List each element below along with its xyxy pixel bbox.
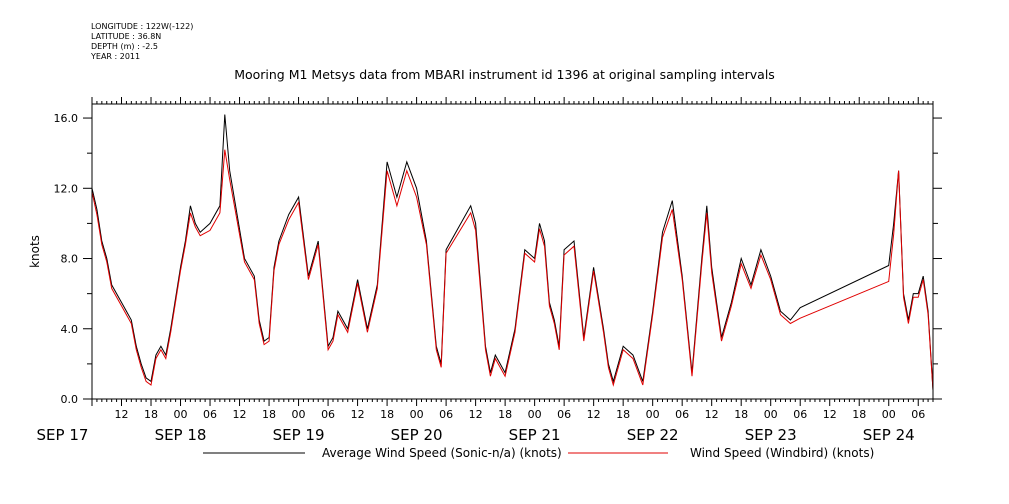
- year-label: YEAR : 2011: [91, 52, 141, 61]
- x-hour-label: 12: [823, 408, 837, 421]
- x-day-label: SEP 22: [627, 426, 679, 444]
- x-day-label: SEP 17: [37, 426, 89, 444]
- y-axis-label: knots: [28, 235, 42, 268]
- y-tick-label: 0.0: [61, 393, 79, 406]
- metadata-block: LONGITUDE : 122W(-122) LATITUDE : 36.8N …: [91, 22, 193, 62]
- x-hour-label: 18: [144, 408, 158, 421]
- x-hour-label: 06: [793, 408, 807, 421]
- x-hour-label: 12: [233, 408, 247, 421]
- x-day-label: SEP 19: [273, 426, 325, 444]
- depth-label: DEPTH (m) : -2.5: [91, 42, 158, 51]
- x-hour-label: 18: [262, 408, 276, 421]
- legend-label-windbird: Wind Speed (Windbird) (knots): [690, 446, 874, 460]
- series-line-sonic: [91, 114, 934, 391]
- x-hour-label: 00: [410, 408, 424, 421]
- x-hour-label: 18: [498, 408, 512, 421]
- x-day-label: SEP 20: [391, 426, 443, 444]
- x-hour-label: 06: [557, 408, 571, 421]
- x-hour-label: 00: [292, 408, 306, 421]
- y-tick-label: 12.0: [54, 182, 79, 195]
- x-hour-label: 00: [764, 408, 778, 421]
- x-day-label: SEP 24: [863, 426, 915, 444]
- x-hour-label: 00: [528, 408, 542, 421]
- y-tick-label: 8.0: [61, 253, 79, 266]
- x-hour-label: 06: [675, 408, 689, 421]
- x-hour-label: 00: [882, 408, 896, 421]
- x-hour-label: 00: [646, 408, 660, 421]
- x-hour-label: 06: [439, 408, 453, 421]
- chart-title: Mooring M1 Metsys data from MBARI instru…: [234, 67, 775, 82]
- x-hour-label: 12: [705, 408, 719, 421]
- x-day-label: SEP 18: [155, 426, 207, 444]
- x-day-label: SEP 23: [745, 426, 797, 444]
- x-hour-label: 12: [587, 408, 601, 421]
- x-hour-label: 18: [852, 408, 866, 421]
- x-hour-label: 06: [911, 408, 925, 421]
- x-hour-label: 12: [469, 408, 483, 421]
- x-hour-label: 00: [174, 408, 188, 421]
- plot-frame: [91, 103, 934, 400]
- y-tick-label: 4.0: [61, 323, 79, 336]
- x-hour-label: 06: [203, 408, 217, 421]
- x-hour-label: 18: [734, 408, 748, 421]
- series-line-windbird: [91, 149, 934, 391]
- x-day-label: SEP 21: [509, 426, 561, 444]
- x-hour-label: 06: [321, 408, 335, 421]
- y-tick-label: 16.0: [54, 112, 79, 125]
- x-hour-label: 12: [351, 408, 365, 421]
- latitude-label: LATITUDE : 36.8N: [91, 32, 162, 41]
- x-hour-label: 18: [380, 408, 394, 421]
- x-hour-label: 12: [115, 408, 129, 421]
- x-hour-label: 18: [616, 408, 630, 421]
- longitude-label: LONGITUDE : 122W(-122): [91, 22, 194, 31]
- legend-label-sonic: Average Wind Speed (Sonic-n/a) (knots): [322, 446, 562, 460]
